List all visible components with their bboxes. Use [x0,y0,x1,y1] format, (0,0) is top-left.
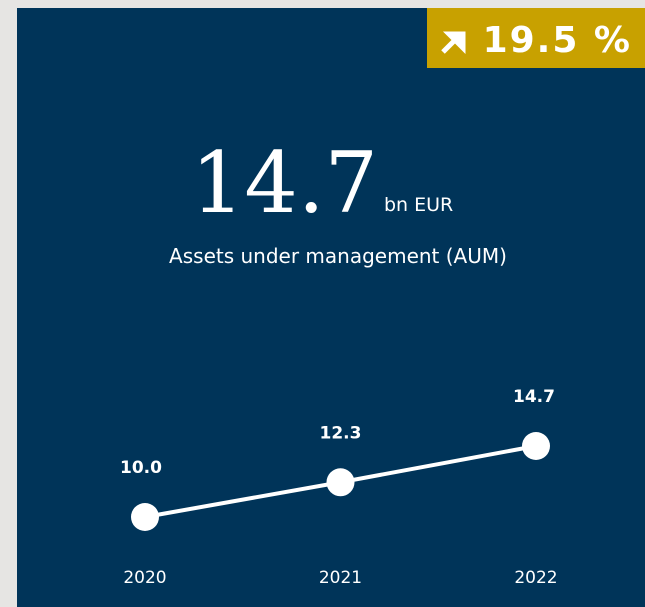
data-label: 12.3 [320,423,362,443]
badge-arrow [441,31,466,55]
point [326,468,355,497]
headline-unit: bn EUR [384,194,453,216]
point [522,432,550,460]
headline-value: 14.7 [191,134,378,232]
subtitle: Assets under management (AUM) [169,244,507,268]
panel [17,8,645,607]
x-tick-label: 2020 [123,568,166,588]
data-label: 14.7 [513,387,555,407]
data-label: 10.0 [120,458,162,478]
badge-value: 19.5 % [483,20,632,61]
point [131,503,159,531]
x-tick-label: 2021 [319,568,362,588]
x-tick-label: 2022 [514,568,557,588]
